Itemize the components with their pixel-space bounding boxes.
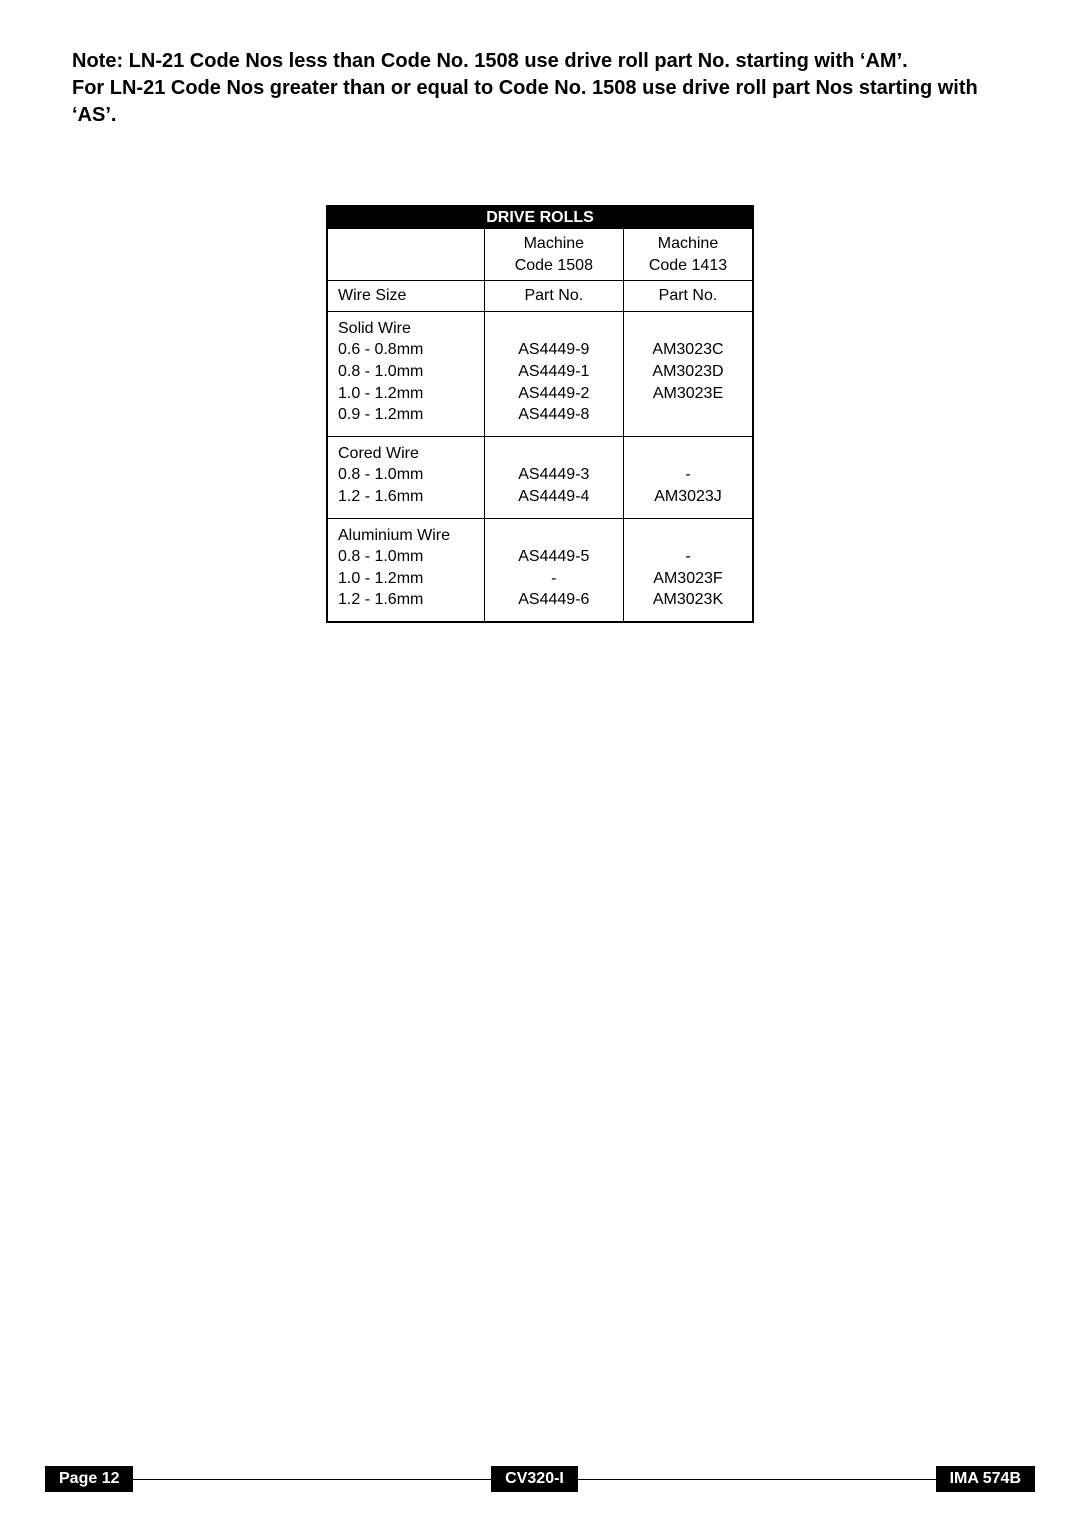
header-partno-1508: Part No.: [485, 281, 623, 311]
section-solid-1413: AM3023C AM3023D AM3023E: [624, 312, 752, 414]
table-cell: AS4449-9: [518, 341, 589, 358]
table-cell: AM3023E: [653, 385, 723, 402]
table-title: DRIVE ROLLS: [327, 206, 753, 229]
header-col2: Machine Code 1508: [485, 229, 623, 280]
table-cell: AM3023F: [653, 570, 722, 587]
table-cell: 0.8 - 1.0mm: [338, 363, 423, 380]
table-cell: 0.8 - 1.0mm: [338, 548, 423, 565]
header-col2-l2: Code 1508: [515, 257, 593, 274]
table-cell: AS4449-6: [518, 591, 589, 608]
header-col3-l1: Machine: [658, 235, 718, 252]
header-wire-size: Wire Size: [328, 281, 484, 311]
header-col3-l2: Code 1413: [649, 257, 727, 274]
section-aluminium-1508: AS4449-5 - AS4449-6: [485, 519, 623, 621]
table-cell: AS4449-5: [518, 548, 589, 565]
table-cell: 1.2 - 1.6mm: [338, 591, 423, 608]
table-cell: 0.6 - 0.8mm: [338, 341, 423, 358]
table-cell: 1.0 - 1.2mm: [338, 385, 423, 402]
section-cored-1508: AS4449-3 AS4449-4: [485, 437, 623, 518]
table-cell: 1.0 - 1.2mm: [338, 570, 423, 587]
table-cell: -: [685, 548, 690, 565]
drive-rolls-table: DRIVE ROLLS Machine Code 1508 Machine Co…: [326, 205, 754, 623]
footer-model: CV320-I: [491, 1466, 578, 1492]
footer-rule: [578, 1466, 936, 1492]
table-cell: -: [551, 570, 556, 587]
section-cored-wire: Cored Wire 0.8 - 1.0mm 1.2 - 1.6mm: [328, 437, 484, 518]
section-cored-1413: - AM3023J: [624, 437, 752, 518]
table-cell: AM3023J: [654, 488, 722, 505]
table-cell: AS4449-1: [518, 363, 589, 380]
table-cell: 0.9 - 1.2mm: [338, 406, 423, 423]
table-cell: AM3023D: [652, 363, 723, 380]
section-aluminium-1413: - AM3023F AM3023K: [624, 519, 752, 621]
note-text: Note: LN-21 Code Nos less than Code No. …: [72, 48, 1008, 129]
header-blank: [328, 229, 484, 237]
section-label: Aluminium Wire: [338, 527, 450, 544]
note-line-1: Note: LN-21 Code Nos less than Code No. …: [72, 50, 908, 72]
footer-page: Page 12: [45, 1466, 133, 1492]
footer-doc: IMA 574B: [936, 1466, 1035, 1492]
section-label: Cored Wire: [338, 445, 419, 462]
note-line-2: For LN-21 Code Nos greater than or equal…: [72, 77, 978, 126]
section-solid-1508: AS4449-9 AS4449-1 AS4449-2 AS4449-8: [485, 312, 623, 436]
table-cell: 0.8 - 1.0mm: [338, 466, 423, 483]
header-col3: Machine Code 1413: [624, 229, 752, 280]
header-col2-l1: Machine: [524, 235, 584, 252]
header-partno-1413: Part No.: [624, 281, 752, 311]
section-label: Solid Wire: [338, 320, 411, 337]
table-cell: AM3023C: [652, 341, 723, 358]
table-cell: 1.2 - 1.6mm: [338, 488, 423, 505]
table-cell: AS4449-8: [518, 406, 589, 423]
table-cell: -: [685, 466, 690, 483]
table-cell: AS4449-2: [518, 385, 589, 402]
table-cell: AS4449-4: [518, 488, 589, 505]
section-aluminium-wire: Aluminium Wire 0.8 - 1.0mm 1.0 - 1.2mm 1…: [328, 519, 484, 621]
table-cell: AM3023K: [653, 591, 723, 608]
table-cell: AS4449-3: [518, 466, 589, 483]
section-solid-wire: Solid Wire 0.6 - 0.8mm 0.8 - 1.0mm 1.0 -…: [328, 312, 484, 436]
page-footer: Page 12 CV320-I IMA 574B: [45, 1466, 1035, 1492]
footer-rule: [133, 1466, 491, 1492]
